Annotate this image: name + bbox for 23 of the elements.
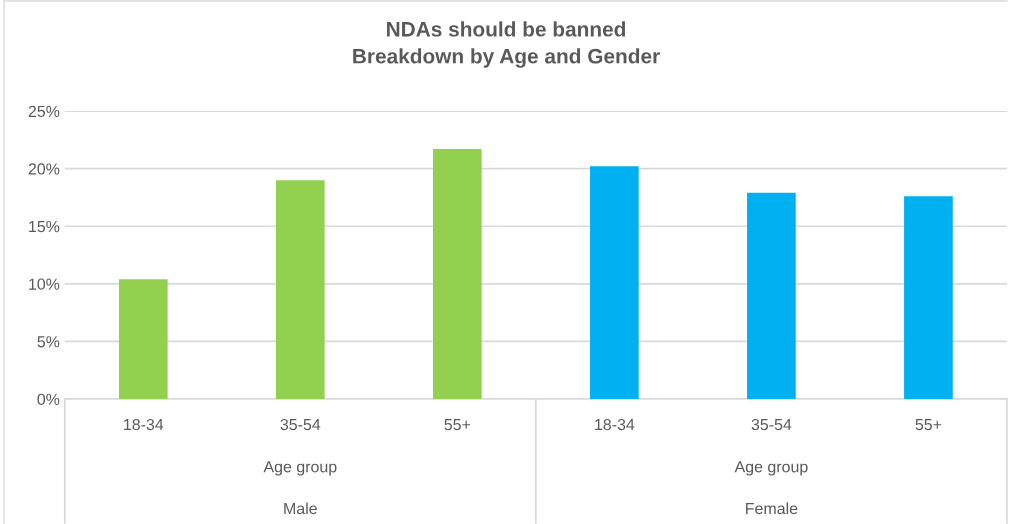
x-tick-label: 55+ bbox=[915, 419, 942, 431]
y-tick-label: 5% bbox=[37, 336, 60, 348]
text: Age group bbox=[263, 461, 337, 476]
x-tick-label: 55+ bbox=[444, 419, 471, 431]
bar bbox=[433, 149, 482, 400]
y-tick-label: 10% bbox=[29, 278, 60, 290]
x-tick-label: 18-34 bbox=[124, 418, 164, 431]
bar bbox=[275, 180, 325, 400]
y-tick-label: 15% bbox=[29, 220, 60, 233]
text: Male bbox=[284, 502, 317, 515]
bar bbox=[904, 196, 953, 400]
text: Female bbox=[746, 502, 798, 515]
y-tick-label: 25% bbox=[28, 105, 60, 118]
x-tick-label: 35-54 bbox=[280, 418, 321, 431]
bar bbox=[590, 166, 639, 400]
bar bbox=[747, 192, 796, 400]
chart-title: NDAs should be banned Breakdown by Age and Gender bbox=[353, 21, 660, 68]
x-tick-label: 18-34 bbox=[595, 418, 635, 431]
bar bbox=[118, 279, 168, 400]
x-tick-label: 35-54 bbox=[751, 418, 792, 431]
y-tick-label: 20% bbox=[28, 163, 60, 175]
y-tick-label: 0% bbox=[37, 393, 60, 405]
text: Age group bbox=[734, 461, 808, 476]
